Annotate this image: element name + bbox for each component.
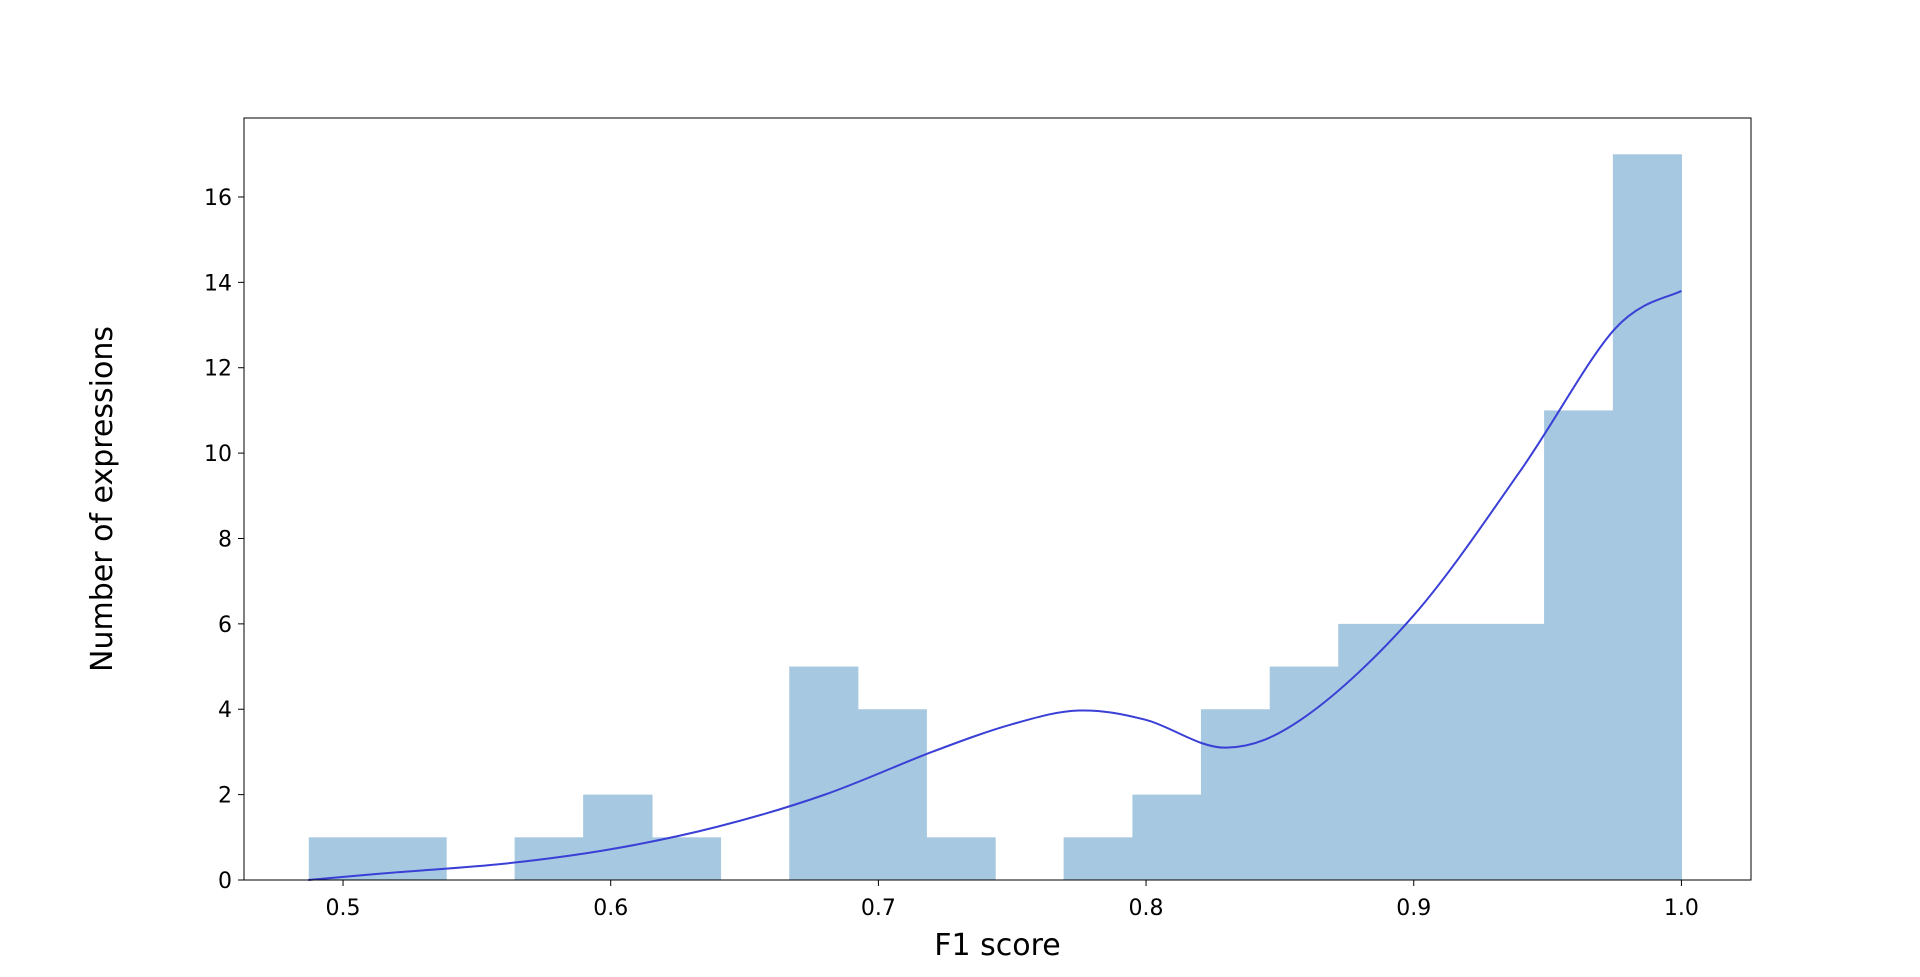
histogram-bars bbox=[308, 154, 1683, 881]
histogram-bar bbox=[1544, 410, 1614, 880]
histogram-bar bbox=[1132, 794, 1202, 880]
y-tick-label: 2 bbox=[218, 784, 232, 809]
y-tick-label: 16 bbox=[204, 186, 232, 211]
y-axis-ticks: 0 2 4 6 8 10 12 14 16 bbox=[204, 186, 244, 894]
x-tick-label: 0.5 bbox=[326, 896, 361, 921]
x-axis-ticks: 0.5 0.6 0.7 0.8 0.9 1.0 bbox=[326, 880, 1699, 921]
histogram-bar bbox=[926, 837, 996, 880]
y-tick-label: 8 bbox=[218, 527, 232, 552]
histogram-bar bbox=[1200, 709, 1271, 880]
histogram-bar bbox=[1406, 623, 1477, 880]
histogram-bar bbox=[789, 666, 859, 880]
x-tick-label: 1.0 bbox=[1664, 896, 1699, 921]
x-tick-label: 0.8 bbox=[1129, 896, 1164, 921]
y-tick-label: 12 bbox=[204, 357, 232, 382]
histogram-bar bbox=[583, 794, 653, 880]
kde-curve bbox=[308, 290, 1682, 881]
x-tick-label: 0.9 bbox=[1396, 896, 1431, 921]
y-tick-label: 6 bbox=[218, 613, 232, 638]
x-tick-label: 0.7 bbox=[861, 896, 896, 921]
histogram-bar bbox=[308, 837, 378, 880]
histogram-bar bbox=[1063, 837, 1134, 880]
histogram-bar bbox=[1475, 623, 1545, 880]
x-tick-label: 0.6 bbox=[593, 896, 628, 921]
plot-area-frame bbox=[243, 117, 1752, 881]
y-tick-label: 4 bbox=[218, 698, 232, 723]
histogram-bar bbox=[857, 709, 927, 880]
histogram-bar bbox=[1338, 623, 1408, 880]
y-axis-title: Number of expressions bbox=[85, 326, 120, 672]
y-tick-label: 14 bbox=[204, 271, 232, 296]
y-tick-label: 0 bbox=[218, 869, 232, 894]
histogram-bar bbox=[651, 837, 722, 880]
x-axis-title: F1 score bbox=[934, 928, 1061, 963]
histogram-bar bbox=[1612, 154, 1683, 881]
histogram-bar bbox=[1269, 666, 1339, 880]
y-tick-label: 10 bbox=[204, 442, 232, 467]
